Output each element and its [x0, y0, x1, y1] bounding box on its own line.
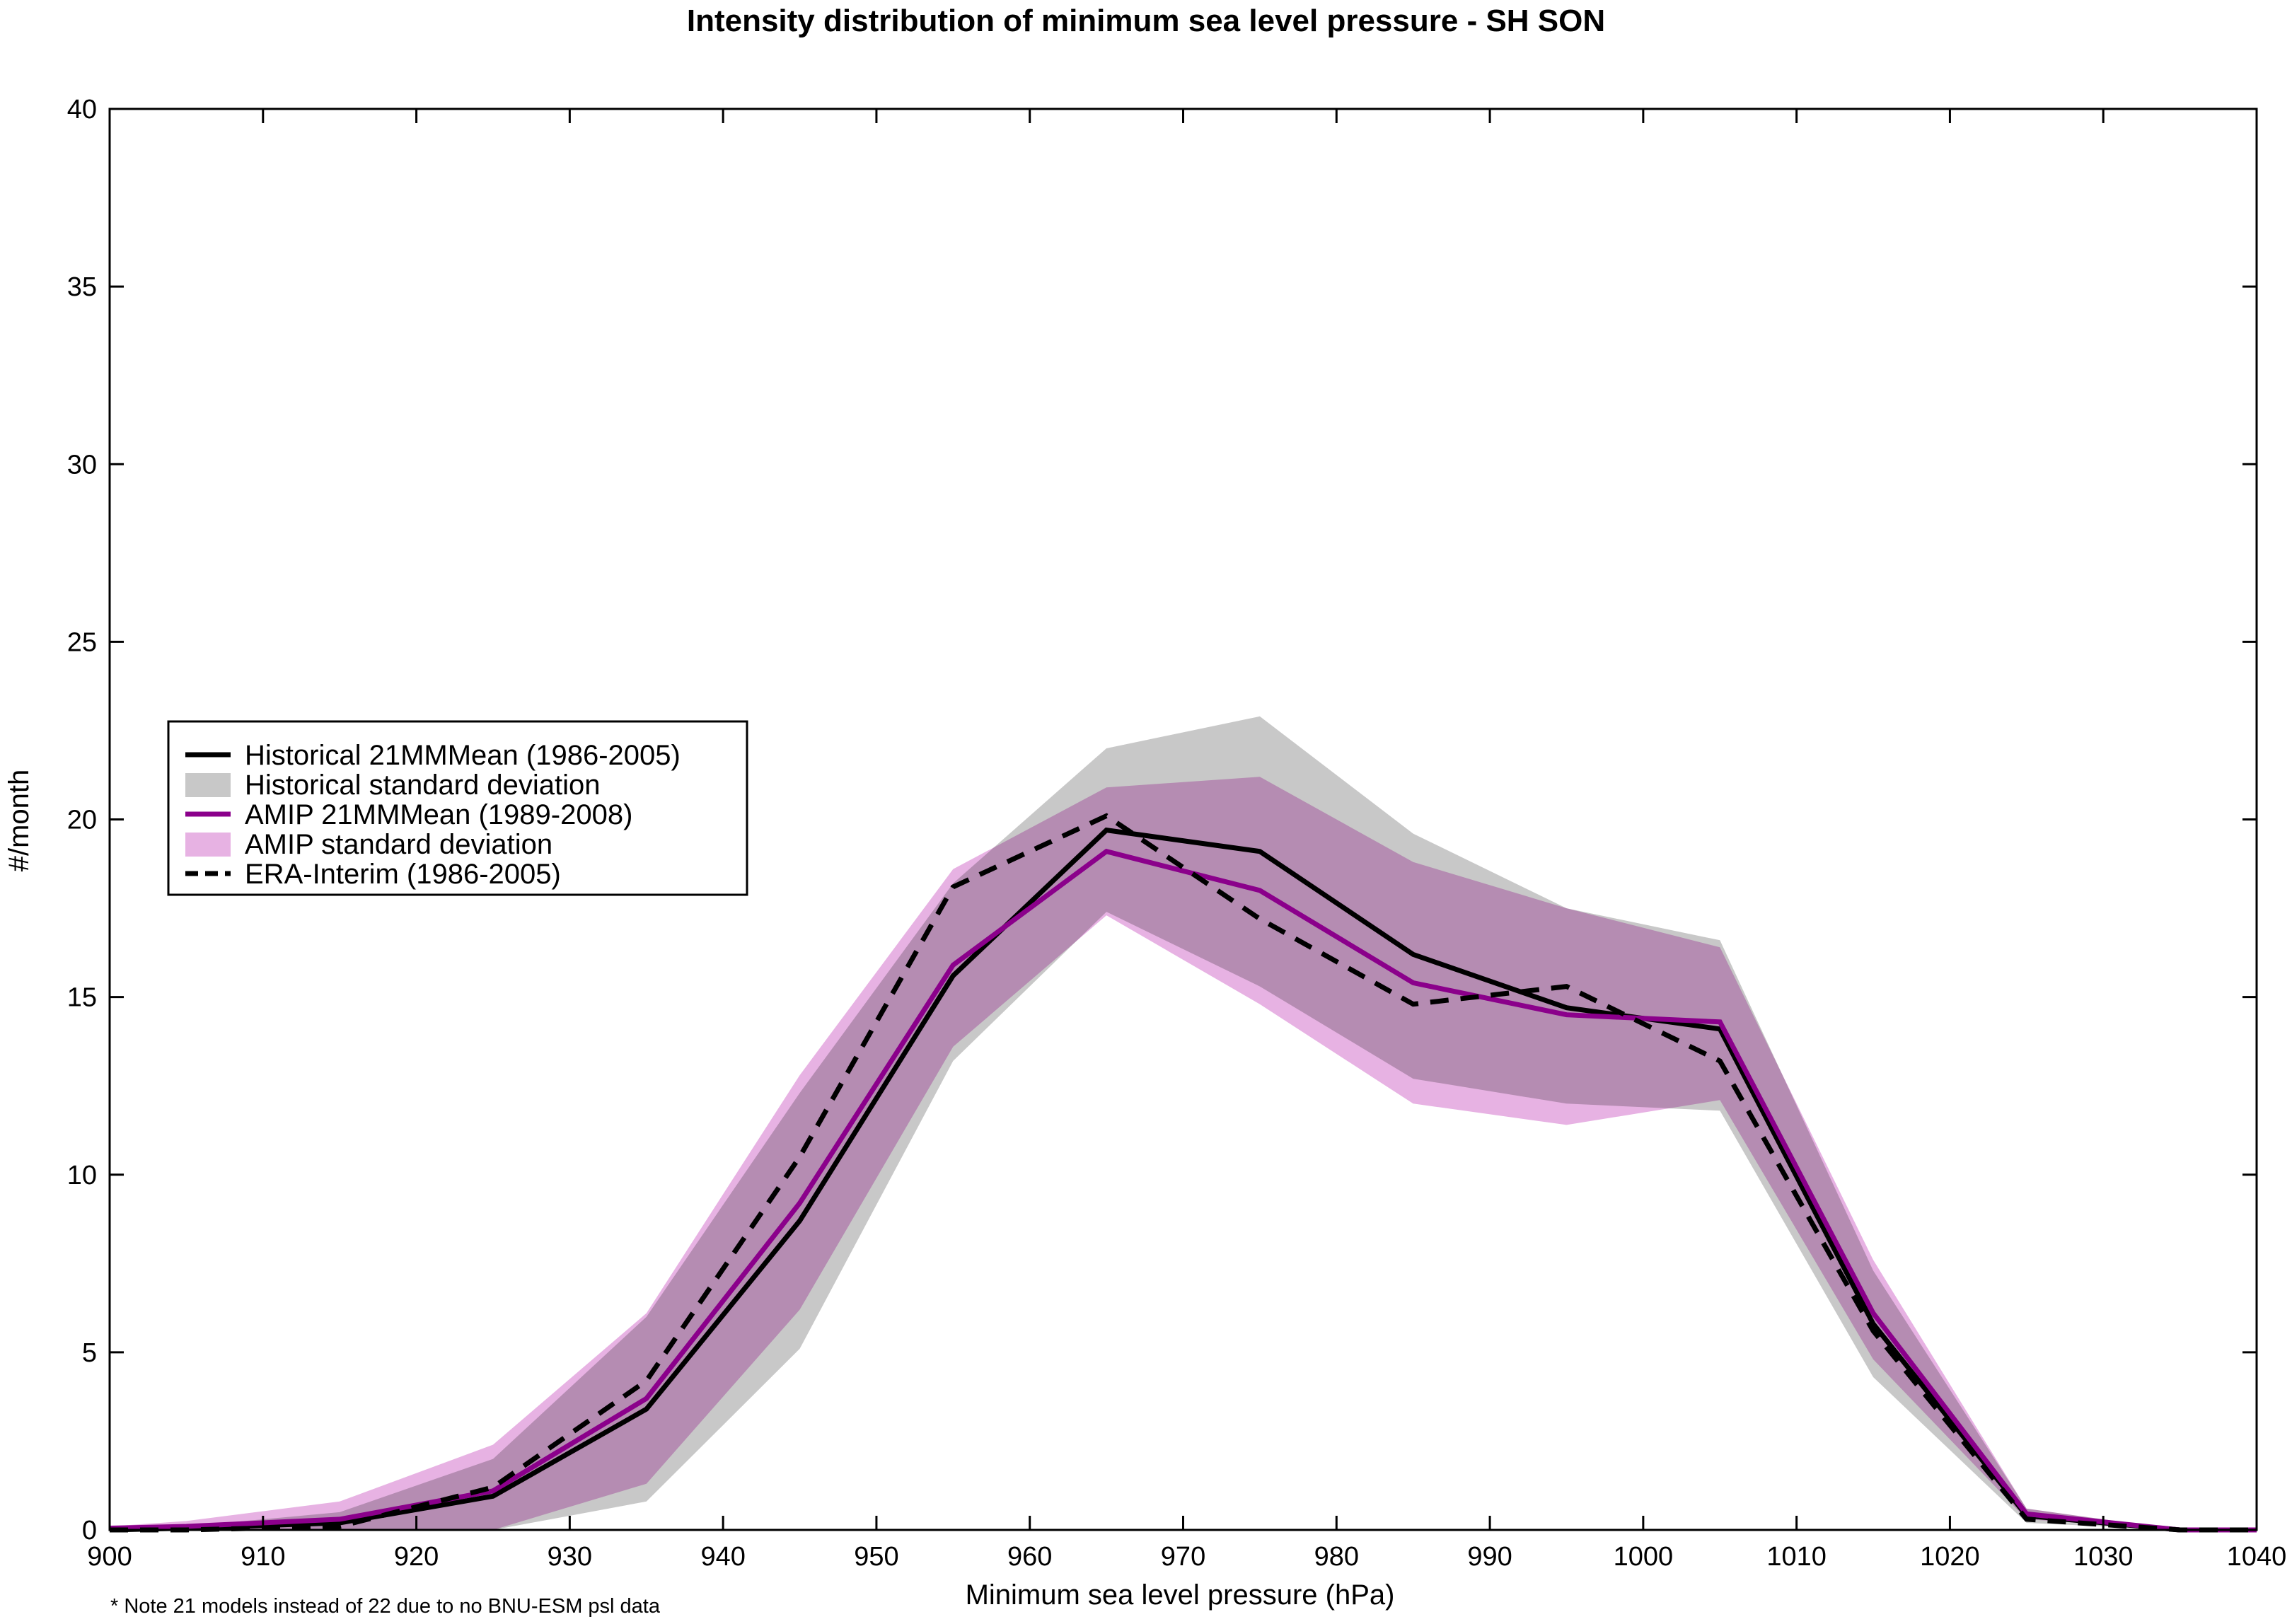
y-tick-label: 35 [67, 272, 97, 302]
x-axis-label: Minimum sea level pressure (hPa) [966, 1579, 1395, 1611]
bands-layer [110, 716, 2257, 1530]
legend-label-2: AMIP 21MMMean (1989-2008) [245, 799, 632, 830]
x-tick-label: 960 [1007, 1542, 1052, 1572]
y-tick-label: 30 [67, 450, 97, 480]
legend-label-1: Historical standard deviation [245, 770, 600, 801]
series-line-4 [110, 813, 2257, 1533]
x-tick-label: 930 [548, 1542, 592, 1572]
legend-box [167, 720, 748, 896]
legend-swatch-1 [185, 773, 231, 797]
x-tick-label: 900 [87, 1542, 132, 1572]
x-tick-label: 910 [241, 1542, 285, 1572]
footnote: * Note 21 models instead of 22 due to no… [110, 1595, 661, 1618]
x-tick-label: 920 [394, 1542, 439, 1572]
legend-label-4: ERA-Interim (1986-2005) [245, 859, 561, 890]
y-axis-label: #/month [4, 770, 35, 872]
x-tick-label: 970 [1161, 1542, 1205, 1572]
y-tick-label: 40 [67, 95, 97, 124]
x-tick-label: 1040 [2227, 1542, 2287, 1572]
y-tick-label: 25 [67, 627, 97, 657]
x-tick-label: 950 [854, 1542, 898, 1572]
y-tick-label: 20 [67, 806, 97, 835]
x-tick-label: 990 [1467, 1542, 1512, 1572]
y-tick-label: 10 [67, 1161, 97, 1190]
lines-layer [109, 813, 2257, 1533]
y-tick-label: 5 [82, 1338, 97, 1368]
x-tick-label: 940 [700, 1542, 745, 1572]
legend: Historical 21MMMean (1986-2005)Historica… [167, 720, 748, 896]
legend-swatch-3 [185, 833, 231, 857]
axes-layer: 900 910 920 930 940 950 960 970 980 990 1000 1010 10… [67, 95, 2287, 1572]
y-tick-label: 0 [82, 1516, 97, 1545]
x-tick-label: 1030 [2073, 1542, 2134, 1572]
x-tick-label: 1010 [1766, 1542, 1827, 1572]
legend-label-0: Historical 21MMMean (1986-2005) [245, 740, 681, 771]
legend-label-3: AMIP standard deviation [245, 829, 552, 860]
chart-title: Intensity distribution of minimum sea le… [687, 4, 1605, 38]
x-tick-label: 980 [1314, 1542, 1359, 1572]
x-tick-label: 1000 [1614, 1542, 1674, 1572]
series-line-0 [109, 827, 2257, 1533]
x-tick-label: 1020 [1920, 1542, 1980, 1572]
y-tick-label: 15 [67, 983, 97, 1013]
band-3 [110, 777, 2257, 1530]
